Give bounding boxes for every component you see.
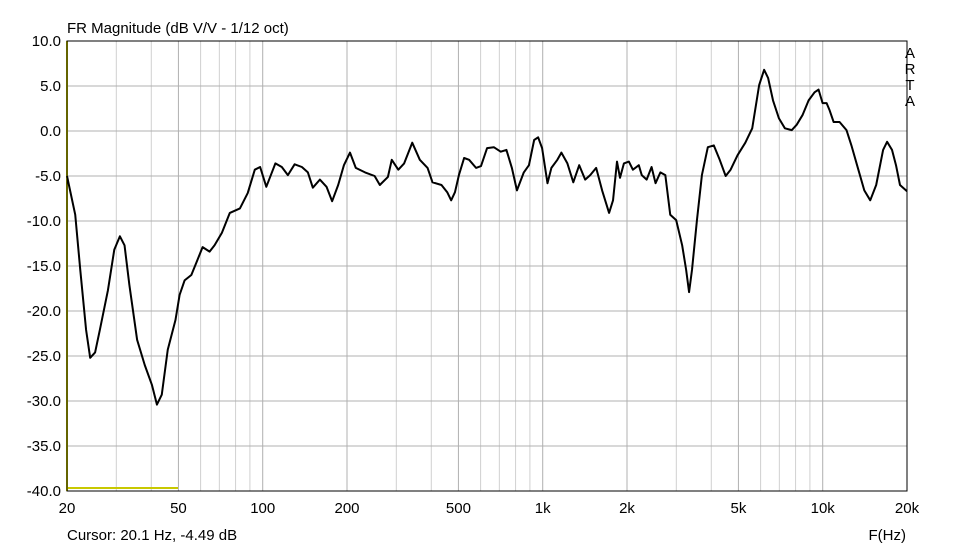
- y-tick-label: 5.0: [40, 78, 61, 95]
- y-tick-label: -30.0: [27, 393, 61, 410]
- y-tick-label: -35.0: [27, 438, 61, 455]
- x-axis-label: F(Hz): [869, 527, 907, 544]
- x-tick-label: 5k: [731, 500, 747, 517]
- cursor-readout: Cursor: 20.1 Hz, -4.49 dB: [67, 527, 237, 544]
- x-tick-label: 20: [59, 500, 76, 517]
- x-tick-label: 500: [446, 500, 471, 517]
- fr-curve: [66, 68, 908, 406]
- x-tick-label: 20k: [895, 500, 920, 517]
- y-tick-label: -40.0: [27, 483, 61, 500]
- x-tick-label: 50: [170, 500, 187, 517]
- y-tick-label: -10.0: [27, 213, 61, 230]
- grid: [66, 40, 908, 492]
- watermark: ARTA: [902, 45, 919, 109]
- y-tick-label: -5.0: [35, 168, 61, 185]
- y-tick-label: -20.0: [27, 303, 61, 320]
- x-tick-label: 1k: [535, 500, 551, 517]
- y-tick-label: -25.0: [27, 348, 61, 365]
- y-tick-label: 0.0: [40, 123, 61, 140]
- y-tick-label: -15.0: [27, 258, 61, 275]
- x-tick-label: 10k: [811, 500, 836, 517]
- plot-frame: [66, 40, 908, 492]
- y-tick-label: 10.0: [32, 33, 61, 50]
- x-tick-label: 100: [250, 500, 275, 517]
- x-tick-label: 200: [334, 500, 359, 517]
- x-tick-label: 2k: [619, 500, 635, 517]
- chart-title: FR Magnitude (dB V/V - 1/12 oct): [67, 20, 289, 37]
